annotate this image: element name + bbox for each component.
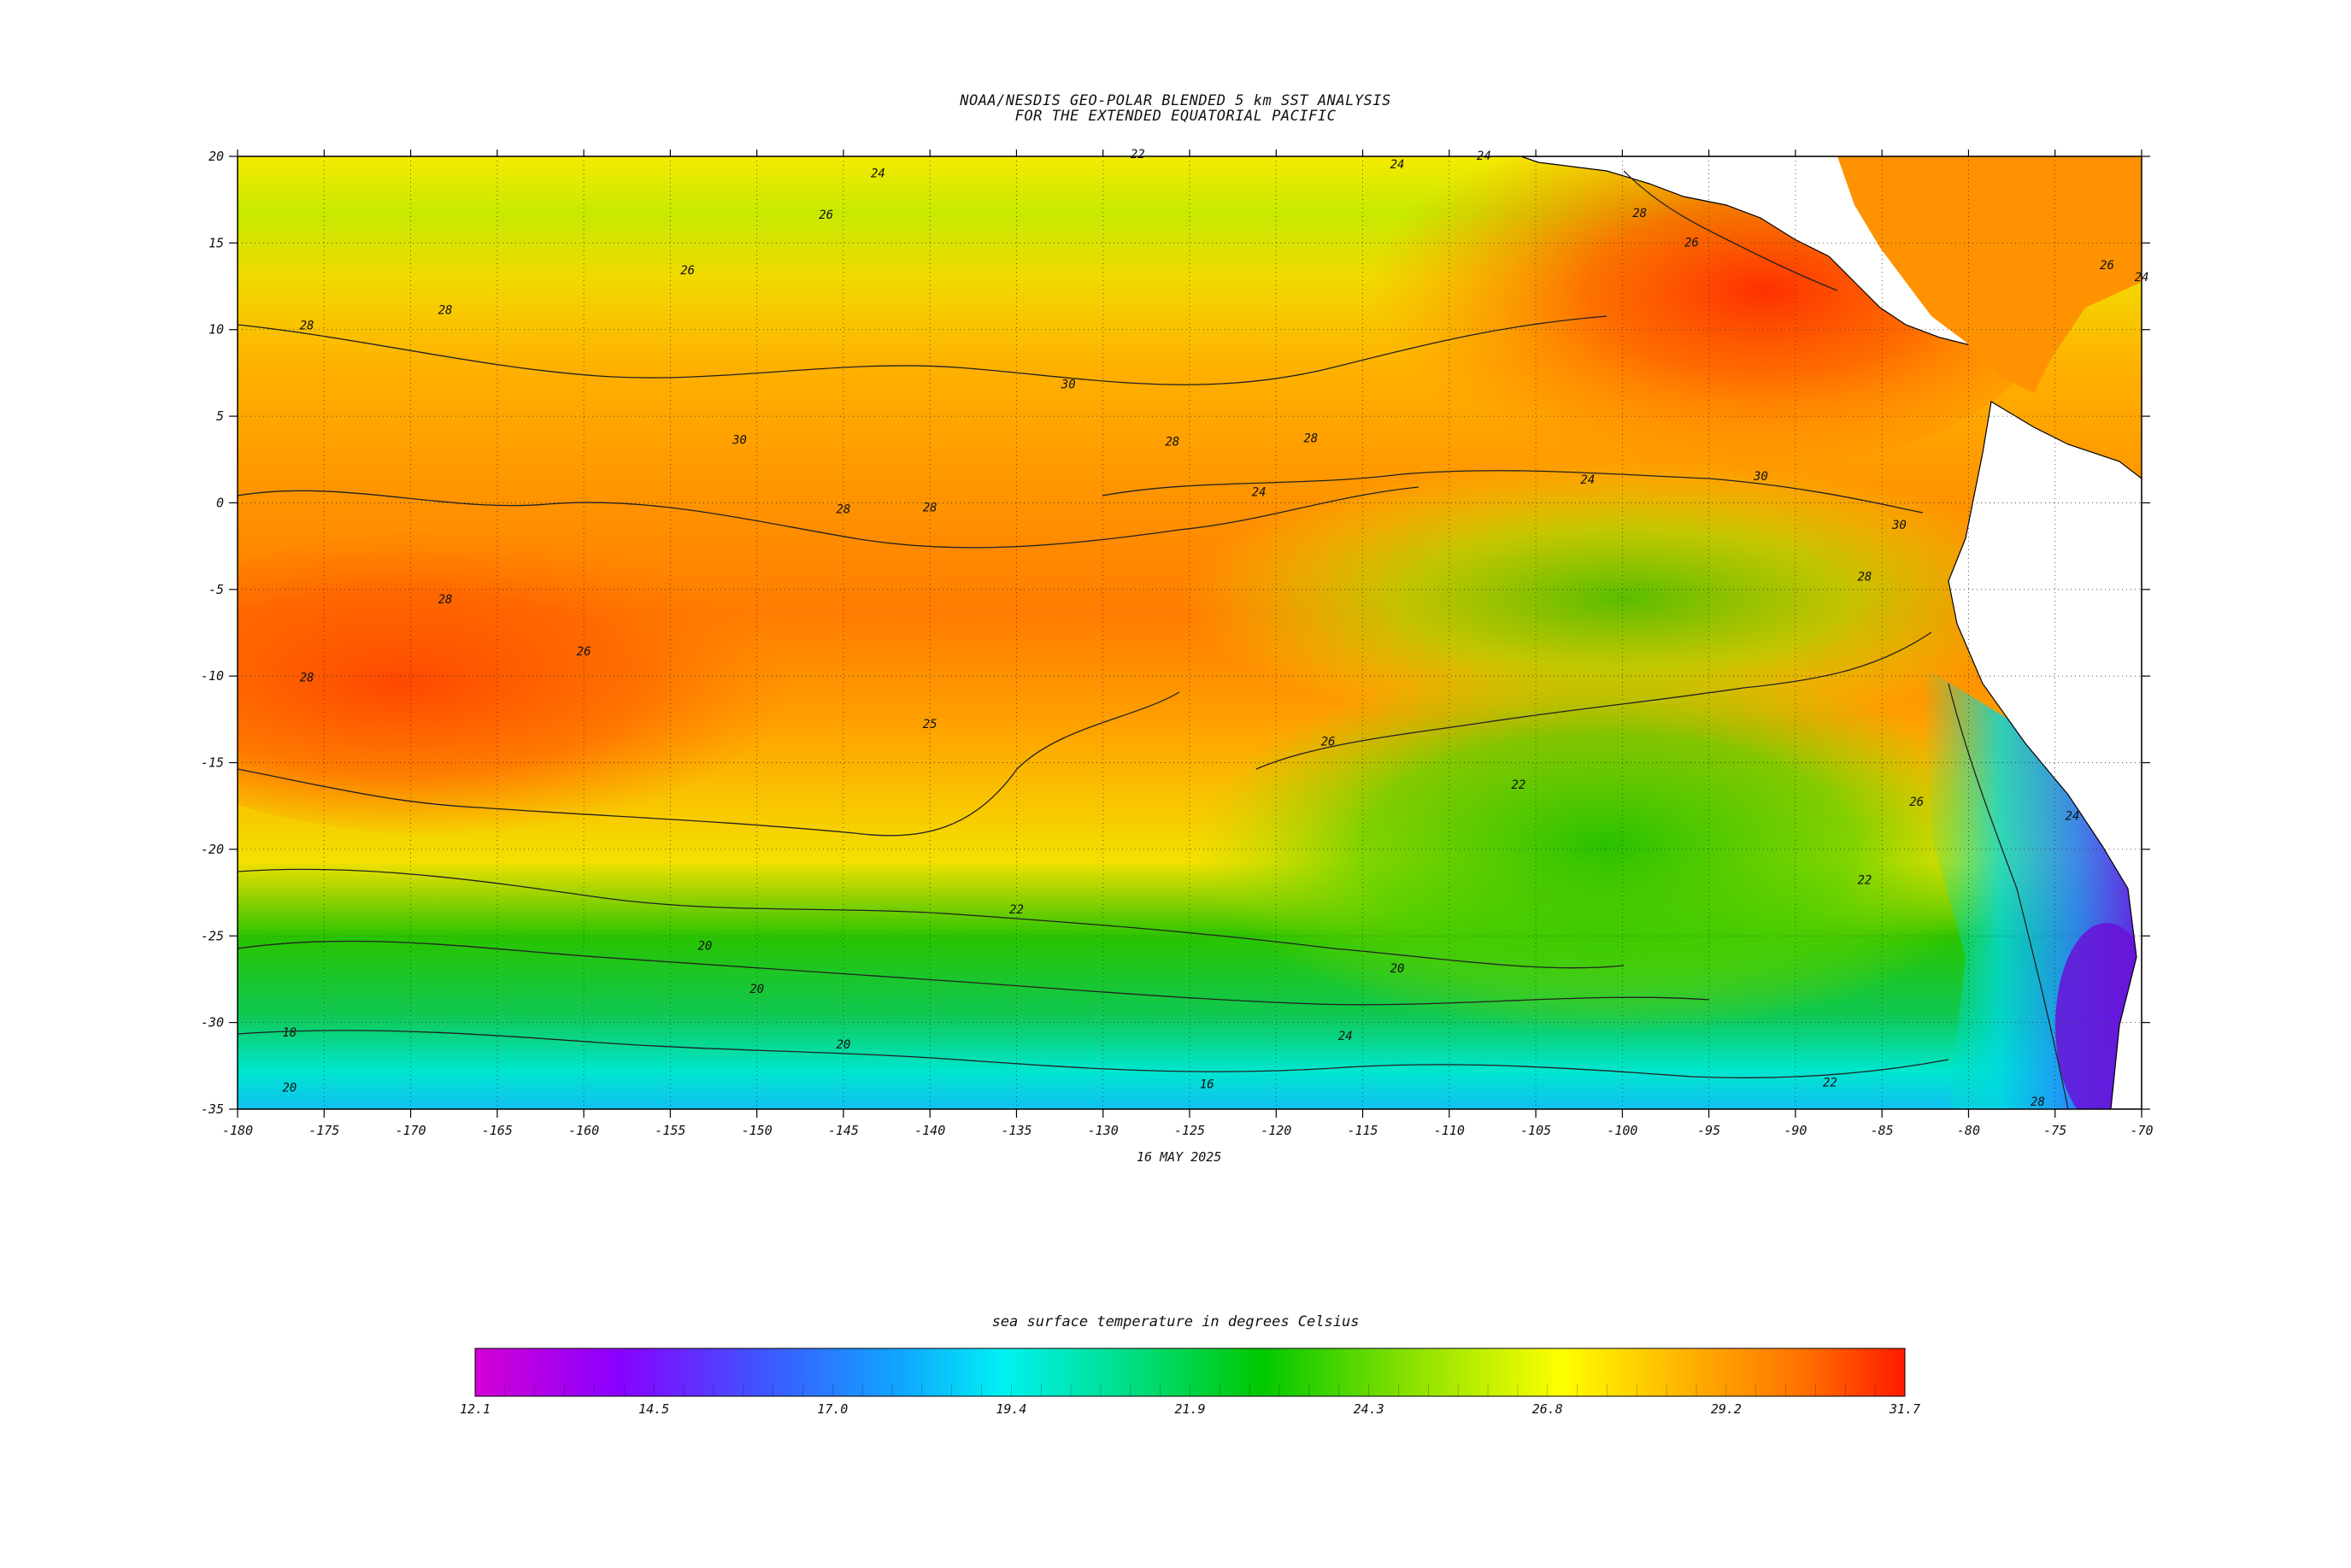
contour-label: 28: [300, 320, 314, 333]
contour-label: 20: [749, 983, 764, 996]
colorbar-tick-label: 24.3: [1354, 1401, 1384, 1417]
x-tick-label: -70: [2130, 1123, 2153, 1138]
colorbar-title: sea surface temperature in degrees Celsi…: [991, 1313, 1360, 1330]
x-tick-label: -170: [395, 1123, 426, 1138]
y-axis: 20 15 10 5 0 -5 -10 -15 -20 -25 -30 -35: [201, 149, 2150, 1117]
y-tick-label: -10: [201, 668, 224, 684]
colorbar-tick-label: 21.9: [1174, 1401, 1205, 1417]
y-tick-label: 5: [216, 408, 224, 424]
contour-label: 24: [1580, 473, 1595, 487]
contour-label: 28: [1165, 436, 1179, 449]
contour-label: 20: [282, 1082, 297, 1095]
x-tick-label: -90: [1784, 1123, 1807, 1138]
x-tick-label: -175: [309, 1123, 339, 1138]
caribbean-sea: [1837, 156, 2142, 393]
contour-label: 22: [1511, 778, 1525, 792]
x-tick-label: -180: [222, 1123, 253, 1138]
x-tick-label: -100: [1607, 1123, 1637, 1138]
x-tick-label: -95: [1697, 1123, 1720, 1138]
contour-label: 28: [836, 503, 850, 517]
contour-label: 28: [438, 593, 453, 607]
contour-label: 20: [697, 939, 712, 953]
contour-label: 30: [1891, 519, 1907, 532]
x-tick-label: -105: [1520, 1123, 1551, 1138]
map-title-line2: FOR THE EXTENDED EQUATORIAL PACIFIC: [1014, 108, 1337, 125]
contour-label: 18: [282, 1026, 297, 1040]
y-tick-label: 0: [216, 495, 224, 510]
contour-label: 20: [1390, 962, 1405, 976]
contour-label: 24: [2066, 809, 2080, 823]
contour-label: 22: [1131, 148, 1145, 161]
contour-label: 26: [577, 645, 591, 659]
y-tick-label: -5: [209, 582, 224, 597]
contour-label: 28: [1632, 207, 1647, 220]
colorbar-tick-label: 26.8: [1532, 1401, 1563, 1417]
contour-label: 22: [1857, 873, 1872, 887]
x-tick-label: -115: [1347, 1123, 1378, 1138]
y-tick-label: 10: [209, 322, 224, 338]
contour-label: 20: [836, 1038, 850, 1052]
x-tick-label: -120: [1261, 1123, 1291, 1138]
contour-label: 26: [1321, 735, 1336, 749]
x-tick-label: -75: [2043, 1123, 2066, 1138]
y-tick-label: -30: [201, 1015, 224, 1031]
y-tick-label: -35: [201, 1101, 224, 1117]
south-america-land: [1948, 401, 2142, 1109]
contour-label: 24: [1338, 1030, 1353, 1043]
contour-label: 25: [923, 718, 937, 731]
colorbar-tick-label: 31.7: [1889, 1401, 1920, 1417]
contour-label: 30: [1753, 470, 1768, 484]
contour-label: 28: [1857, 571, 1872, 584]
contour-label: 22: [1009, 903, 1024, 917]
x-tick-label: -150: [742, 1123, 773, 1138]
contour-label: 24: [871, 167, 885, 180]
contour-label: 26: [1684, 236, 1699, 250]
x-tick-label: -145: [828, 1123, 859, 1138]
contour-label: 30: [1061, 379, 1076, 392]
contour-label: 28: [438, 303, 453, 317]
x-tick-label: -135: [1001, 1123, 1032, 1138]
x-tick-label: -160: [568, 1123, 599, 1138]
colorbar-tick-label: 12.1: [460, 1401, 491, 1417]
grid-lines: [238, 156, 2142, 1109]
contour-label: 16: [1200, 1078, 1214, 1092]
contour-label: 28: [2031, 1095, 2045, 1109]
map-title-line1: NOAA/NESDIS GEO-POLAR BLENDED 5 km SST A…: [960, 92, 1391, 109]
x-tick-label: -140: [914, 1123, 945, 1138]
x-axis: -180 -175 -170 -165 -160 -155 -150 -145 -140 -135…: [222, 150, 2154, 1138]
contour-label: 24: [1252, 485, 1267, 499]
x-tick-label: -80: [1957, 1123, 1980, 1138]
x-tick-label: -125: [1174, 1123, 1205, 1138]
y-tick-label: -20: [201, 842, 224, 857]
x-tick-label: -155: [655, 1123, 685, 1138]
date-label: 16 MAY 2025: [1137, 1149, 1222, 1165]
contour-label: 26: [819, 208, 833, 222]
contour-label: 28: [923, 502, 937, 515]
contour-label: 22: [1823, 1077, 1837, 1090]
y-tick-label: -15: [201, 755, 224, 771]
contour-label: 26: [2100, 259, 2114, 273]
colorbar-tick-label: 19.4: [996, 1401, 1026, 1417]
colorbar-tick-label: 17.0: [817, 1401, 848, 1417]
y-tick-label: 15: [209, 235, 224, 250]
colorbar: [474, 1348, 1906, 1397]
y-tick-label: 20: [209, 149, 224, 164]
x-tick-label: -130: [1088, 1123, 1119, 1138]
contour-label: 26: [680, 264, 695, 278]
contour-label: 28: [300, 671, 314, 684]
y-tick-label: -25: [201, 928, 224, 943]
contour-label: 28: [1303, 432, 1318, 446]
sst-field: [238, 156, 2142, 1109]
contour-label: 24: [1390, 158, 1405, 172]
colorbar-ticks: 12.1 14.5 17.0 19.4 21.9 24.3 26.8 29.2 31.7: [460, 1384, 1920, 1417]
x-tick-label: -110: [1434, 1123, 1465, 1138]
x-tick-label: -85: [1871, 1123, 1894, 1138]
contour-label: 26: [1909, 796, 1924, 809]
colorbar-tick-label: 14.5: [638, 1401, 669, 1417]
sst-contours: [237, 170, 2069, 1110]
contour-label: 30: [732, 434, 747, 448]
x-tick-label: -165: [482, 1123, 513, 1138]
colorbar-tick-label: 29.2: [1711, 1401, 1742, 1417]
